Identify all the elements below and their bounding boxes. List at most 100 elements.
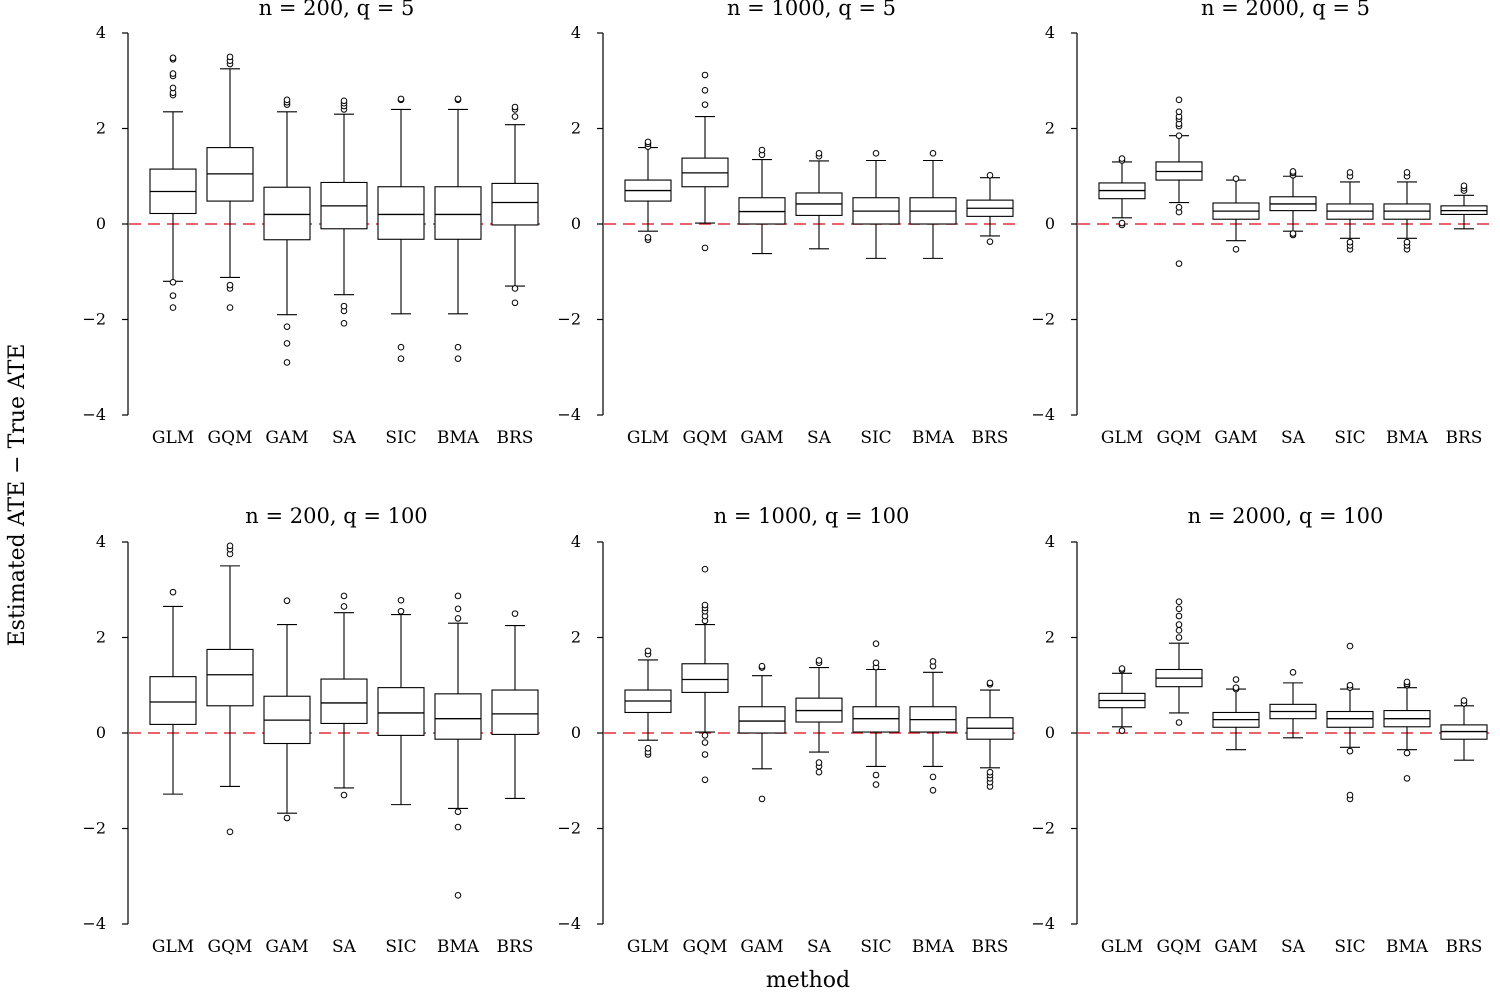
outlier-point: [226, 828, 234, 836]
outlier-point: [929, 787, 937, 794]
y-tick-label: −2: [1031, 819, 1055, 838]
x-category-label: BMA: [912, 937, 955, 957]
panel-title: n = 2000, q = 100: [1188, 504, 1384, 528]
outlier-point: [701, 101, 709, 108]
x-category-label: BRS: [1446, 428, 1483, 448]
outlier-point: [644, 647, 652, 655]
outlier-point: [397, 596, 405, 604]
y-axis-title: Estimated ATE − True ATE: [5, 344, 30, 647]
x-category-label: GQM: [1157, 428, 1202, 448]
outlier-point: [511, 103, 519, 111]
iqr-box: [852, 706, 900, 733]
panel-3: n = 2000, q = 5 −4 −2 0 2 4 GLM GQM GAM SA SIC BMA B…: [1031, 0, 1494, 448]
iqr-box: [491, 689, 539, 735]
x-category-label: GLM: [627, 428, 669, 448]
panel-2: n = 1000, q = 5 −4 −2 0 2 4 GLM GQM GAM SA SIC BMA B…: [557, 0, 1020, 448]
outlier-point: [511, 113, 519, 120]
y-tick-label: −4: [1031, 914, 1055, 933]
outlier-point: [1403, 169, 1411, 176]
iqr-box: [681, 663, 729, 693]
outlier-point: [283, 340, 291, 347]
outlier-point: [701, 751, 709, 758]
panel-6: n = 2000, q = 100 −4 −2 0 2 4 GLM GQM GAM SA SIC BM…: [1031, 504, 1494, 957]
box-sa: [320, 592, 368, 799]
panel-title: n = 2000, q = 5: [1201, 0, 1370, 20]
x-category-label: SIC: [1334, 937, 1365, 957]
box-bma: [434, 592, 482, 899]
outlier-point: [644, 744, 652, 752]
outlier-point: [454, 592, 462, 600]
x-category-label: SIC: [385, 428, 416, 448]
outlier-point: [1289, 669, 1297, 676]
outlier-point: [169, 70, 177, 77]
outlier-point: [397, 607, 405, 615]
outlier-point: [169, 54, 177, 62]
x-category-label: GAM: [265, 937, 308, 957]
outlier-point: [397, 355, 405, 362]
outlier-point: [454, 355, 462, 362]
outlier-point: [1346, 747, 1354, 755]
outlier-point: [511, 610, 519, 617]
box-sic: [377, 95, 425, 362]
x-category-label: BMA: [437, 428, 480, 448]
outlier-point: [986, 171, 994, 179]
outlier-point: [1175, 605, 1183, 613]
outlier-point: [701, 601, 709, 609]
x-category-label: SIC: [860, 937, 891, 957]
iqr-box: [377, 687, 425, 736]
x-category-label: BMA: [437, 937, 480, 957]
box-bma: [434, 95, 482, 362]
box-sic: [377, 596, 425, 806]
x-category-label: GQM: [1157, 937, 1202, 957]
x-category-label: GAM: [1214, 937, 1257, 957]
x-category-label: BRS: [972, 937, 1009, 957]
box-gqm: [1155, 96, 1203, 267]
outlier-point: [511, 285, 519, 292]
y-tick-label: 4: [571, 23, 581, 42]
outlier-point: [283, 359, 291, 366]
box-bma: [909, 658, 957, 794]
outlier-point: [1175, 132, 1183, 139]
box-glm: [624, 138, 672, 244]
outlier-point: [283, 96, 291, 104]
outlier-point: [226, 542, 234, 550]
iqr-box: [377, 186, 425, 240]
box-bma: [1383, 169, 1431, 253]
y-tick-label: −4: [557, 914, 581, 933]
x-category-label: SA: [807, 937, 832, 957]
outlier-point: [1346, 642, 1354, 650]
outlier-point: [340, 592, 348, 600]
outlier-point: [169, 84, 177, 92]
outlier-point: [454, 605, 462, 613]
iqr-box: [149, 676, 197, 725]
x-category-label: BRS: [497, 937, 534, 957]
outlier-point: [1118, 665, 1126, 672]
outlier-point: [454, 808, 462, 816]
y-tick-label: 2: [1045, 628, 1055, 647]
box-gqm: [206, 53, 254, 311]
outlier-point: [1289, 230, 1297, 237]
outlier-point: [986, 768, 994, 776]
outlier-point: [340, 320, 348, 327]
iqr-box: [434, 186, 482, 240]
box-glm: [149, 588, 197, 795]
x-category-label: SA: [1281, 428, 1306, 448]
outlier-point: [1232, 676, 1240, 683]
y-tick-label: 2: [1045, 119, 1055, 138]
panel-title: n = 1000, q = 100: [714, 504, 910, 528]
panel-title: n = 200, q = 100: [245, 504, 427, 528]
outlier-point: [1403, 678, 1411, 686]
box-sic: [852, 150, 900, 259]
y-tick-label: −4: [1031, 405, 1055, 424]
y-tick-label: 4: [1045, 23, 1055, 42]
outlier-point: [815, 759, 823, 766]
outlier-point: [1175, 96, 1183, 104]
box-sa: [795, 150, 843, 250]
outlier-point: [701, 565, 709, 573]
outlier-point: [511, 299, 519, 307]
outlier-point: [454, 823, 462, 831]
box-gqm: [681, 565, 729, 784]
x-category-label: GLM: [1101, 937, 1143, 957]
x-category-label: GQM: [208, 937, 253, 957]
panels: n = 200, q = 5 −4 −2 0 2 4 GLM GQM GAM SA SIC BMA BR…: [82, 0, 1494, 957]
